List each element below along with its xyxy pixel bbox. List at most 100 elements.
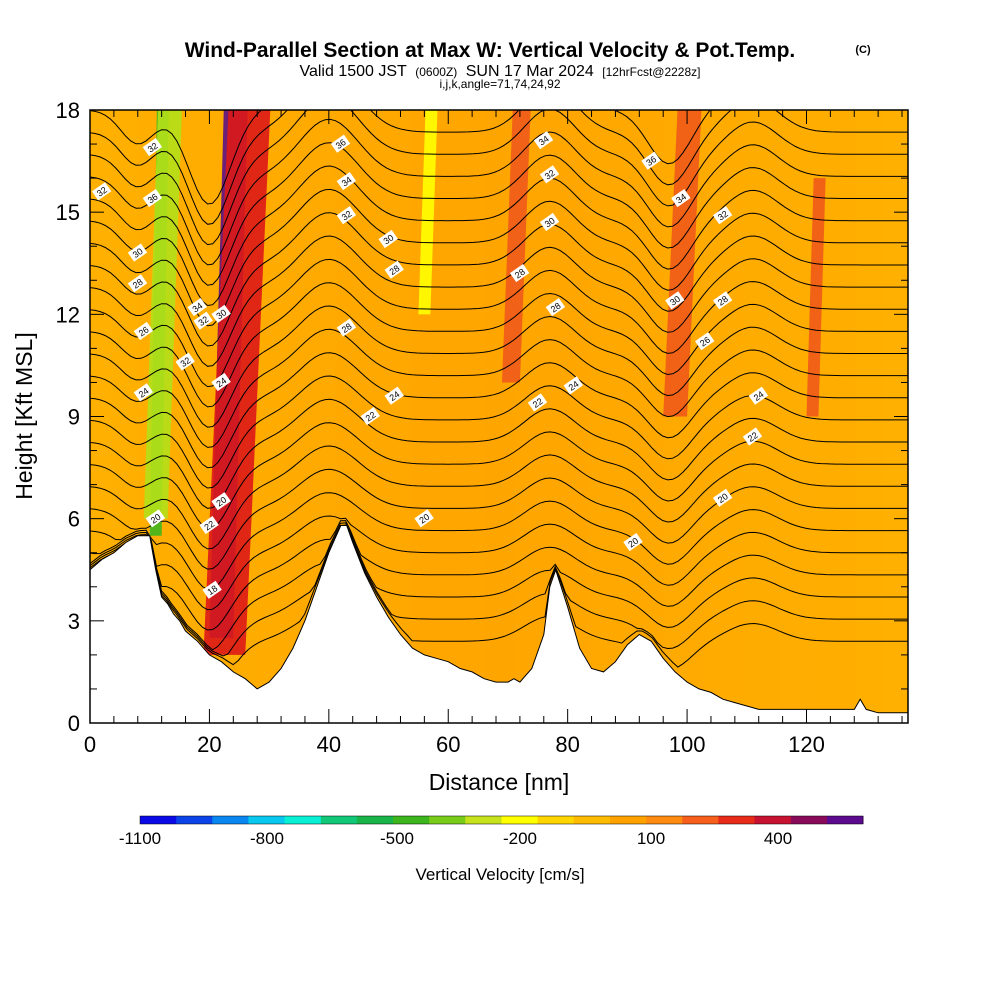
colorbar-tick-label: -1100	[119, 829, 161, 848]
contour-label: 26	[133, 321, 154, 341]
contour-label-box	[748, 386, 769, 405]
contour-label-text: 24	[752, 389, 766, 403]
contour-label-box	[142, 137, 163, 157]
contour-label: 34	[187, 297, 207, 317]
contour-label: 24	[384, 386, 404, 405]
contour-label-box	[211, 492, 231, 511]
contour-label: 28	[336, 318, 357, 337]
theta-contour-line	[90, 398, 908, 509]
contour-label: 24	[133, 383, 154, 402]
theta-contour-line	[90, 110, 908, 225]
contour-label: 18	[202, 580, 222, 599]
contour-label-text: 32	[95, 185, 109, 199]
terrain	[90, 525, 908, 723]
contour-label-box	[199, 515, 219, 535]
colorbar-swatch	[501, 816, 539, 824]
contour-label-box	[563, 376, 584, 395]
contour-label-text: 30	[131, 246, 145, 260]
contour-label-text: 28	[549, 301, 563, 315]
contour-label-box	[202, 580, 222, 599]
colorbar-title: Vertical Velocity [cm/s]	[415, 865, 584, 884]
velocity-band	[418, 110, 438, 315]
contour-label-box	[665, 291, 685, 310]
theta-contour-line	[90, 305, 908, 428]
x-axis-label: Distance [nm]	[429, 769, 570, 795]
contour-label: 30	[127, 243, 148, 262]
x-tick-label: 80	[555, 732, 579, 757]
theta-contour-line	[90, 188, 908, 327]
x-tick-label: 120	[788, 732, 825, 757]
theta-contour-line	[90, 110, 908, 205]
contour-label-text: 22	[746, 430, 760, 444]
contour-label-box	[127, 243, 148, 262]
contour-label: 24	[211, 372, 231, 392]
contour-label-text: 34	[674, 192, 688, 206]
y-tick-label: 18	[56, 98, 80, 123]
contour-label-text: 34	[191, 301, 205, 315]
contour-label: 28	[545, 297, 566, 317]
colorbar-swatch	[176, 816, 213, 824]
contour-label: 32	[712, 206, 733, 225]
colorbar-swatch	[212, 816, 249, 824]
contour-label-text: 26	[137, 324, 151, 338]
contour-label-box	[133, 321, 154, 341]
colorbar-swatch	[718, 816, 755, 824]
contour-label: 22	[199, 515, 219, 535]
colorbar-swatch	[826, 816, 864, 824]
contour-label: 28	[509, 263, 530, 283]
y-tick-label: 15	[56, 200, 80, 225]
contour-label-box	[533, 131, 554, 150]
contour-label-box	[384, 386, 404, 405]
contour-label: 24	[563, 376, 584, 395]
contour-label-box	[712, 206, 733, 225]
theta-contour-line	[90, 524, 908, 657]
contour-label: 20	[623, 532, 643, 552]
contour-label: 32	[91, 182, 112, 201]
contour-label-box	[142, 188, 163, 208]
theta-contour-line	[90, 422, 908, 530]
chart-title: Wind-Parallel Section at Max W: Vertical…	[185, 39, 796, 62]
contour-label-box	[211, 372, 231, 392]
contour-label-text: 32	[146, 141, 160, 155]
y-tick-label: 6	[68, 507, 80, 532]
contour-label-text: 28	[513, 267, 527, 281]
theta-contour-line	[90, 165, 908, 307]
contour-label-box	[211, 304, 231, 323]
colorbar-swatch	[573, 816, 611, 824]
x-tick-label: 0	[84, 732, 96, 757]
plot-area: 18 20 20 20 20 20 22 22 22 22 24 24 24 24 24 26 26 28 28 28…	[90, 110, 908, 723]
contour-label-box	[187, 297, 207, 317]
contour-label-box	[671, 188, 691, 208]
contour-label-text: 20	[626, 536, 640, 550]
contour-label: 20	[712, 488, 733, 507]
colorbar-swatch	[393, 816, 430, 824]
contour-label-box	[145, 509, 166, 528]
theta-contour-line	[90, 520, 908, 631]
contour-label-box	[539, 165, 560, 184]
contour-label-text: 22	[364, 410, 378, 424]
contour-label-text: 30	[214, 307, 228, 321]
theta-contour-line	[90, 142, 908, 286]
contour-label: 30	[378, 229, 398, 249]
theta-contour-line	[90, 445, 908, 550]
contour-label-text: 22	[531, 396, 545, 410]
contour-label-text: 28	[388, 263, 402, 277]
contour-labels: 18 20 20 20 20 20 22 22 22 22 24 24 24 24 24 26 26 28 28 28…	[91, 131, 769, 599]
contour-label-box	[527, 393, 548, 412]
contour-label-box	[175, 352, 195, 371]
contour-label: 28	[127, 274, 148, 293]
subtitle-forecast: [12hrFcst@2228z]	[602, 65, 700, 79]
contour-label-box	[133, 383, 154, 402]
contour-label: 24	[748, 386, 769, 405]
contour-label: 34	[671, 188, 691, 208]
theta-contour-line	[90, 328, 908, 448]
theta-contour-line	[90, 118, 908, 266]
contour-label: 32	[193, 311, 213, 330]
contour-label: 34	[336, 171, 357, 191]
contour-label-box	[336, 206, 357, 225]
colorbar-tick-label: -500	[380, 829, 414, 848]
contour-label-box	[545, 297, 566, 317]
contour-label-text: 34	[340, 175, 354, 189]
colorbar-swatch	[429, 816, 466, 824]
velocity-band	[501, 110, 531, 383]
